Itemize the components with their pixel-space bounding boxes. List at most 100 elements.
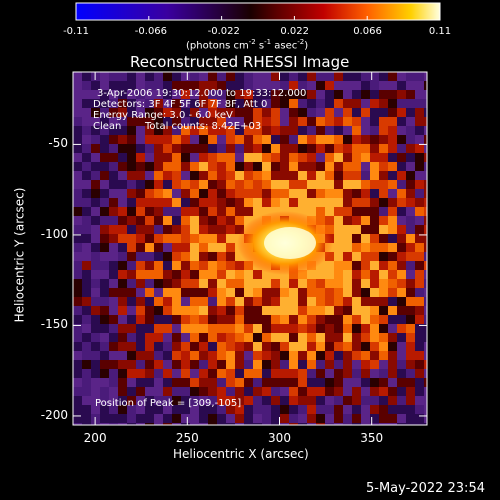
image-pixel [388, 270, 398, 280]
image-pixel [343, 288, 353, 298]
image-pixel [190, 315, 200, 325]
colorbar-tick-label: 0.11 [428, 26, 452, 37]
image-pixel [109, 243, 119, 253]
axis-ticks [73, 72, 427, 425]
image-pixel [379, 279, 389, 289]
image-pixel [406, 189, 416, 199]
image-pixel [424, 369, 427, 379]
image-pixel [334, 378, 344, 388]
image-pixel [334, 396, 344, 406]
image-pixel [415, 216, 425, 226]
colorbar-tick-label: -0.11 [63, 26, 89, 37]
image-pixel [82, 162, 92, 172]
image-pixel [208, 288, 218, 298]
image-pixel [82, 396, 92, 406]
image-pixel [280, 180, 290, 190]
image-pixel [361, 351, 371, 361]
image-pixel [226, 171, 236, 181]
image-pixel [82, 387, 92, 397]
image-pixel [163, 279, 173, 289]
image-pixel [397, 315, 407, 325]
image-pixel [118, 351, 128, 361]
image-pixel [100, 72, 110, 82]
image-pixel [100, 252, 110, 262]
colorbar-tick-label: -0.022 [207, 26, 240, 37]
image-pixel [352, 369, 362, 379]
image-pixel [118, 72, 128, 82]
image-pixel [262, 207, 272, 217]
image-pixel [154, 198, 164, 208]
image-pixel [406, 387, 416, 397]
image-pixel [370, 90, 380, 100]
image-pixel [370, 81, 380, 91]
image-pixel [343, 216, 353, 226]
image-pixel [361, 180, 371, 190]
image-pixel [145, 405, 155, 415]
image-pixel [298, 369, 308, 379]
image-pixel [298, 297, 308, 307]
image-pixel [271, 279, 281, 289]
image-pixel [172, 315, 182, 325]
image-pixel [163, 171, 173, 181]
image-pixel [253, 315, 263, 325]
image-pixel [397, 144, 407, 154]
image-pixel [343, 153, 353, 163]
image-pixel [235, 270, 245, 280]
image-pixel [406, 315, 416, 325]
image-pixel [352, 135, 362, 145]
image-pixel [280, 153, 290, 163]
image-pixel [307, 171, 317, 181]
y-tick-label: -50 [48, 136, 68, 151]
image-pixel [172, 135, 182, 145]
image-pixel [109, 126, 119, 136]
image-pixel [379, 252, 389, 262]
image-pixel [145, 207, 155, 217]
image-pixel [100, 279, 110, 289]
image-pixel [145, 297, 155, 307]
image-pixel [190, 333, 200, 343]
image-pixel [406, 252, 416, 262]
image-pixel [73, 243, 83, 253]
image-pixel [262, 324, 272, 334]
image-pixel [91, 207, 101, 217]
image-pixel [235, 126, 245, 136]
image-pixel [316, 315, 326, 325]
image-pixel [208, 414, 218, 424]
image-pixel [325, 315, 335, 325]
image-pixel [307, 144, 317, 154]
image-pixel [199, 261, 209, 271]
image-pixel [217, 306, 227, 316]
image-pixel [397, 351, 407, 361]
image-pixel [352, 171, 362, 181]
image-pixel [91, 315, 101, 325]
image-pixel [73, 333, 83, 343]
image-pixel [397, 189, 407, 199]
image-pixel [343, 189, 353, 199]
image-pixel [325, 144, 335, 154]
image-pixel [100, 333, 110, 343]
image-pixel [226, 198, 236, 208]
image-pixel [379, 369, 389, 379]
image-pixel [334, 243, 344, 253]
image-pixel [109, 351, 119, 361]
image-pixel [307, 297, 317, 307]
image-pixel [109, 324, 119, 334]
image-pixel [307, 423, 317, 425]
image-pixel [415, 171, 425, 181]
image-pixel [406, 342, 416, 352]
image-pixel [154, 306, 164, 316]
image-pixel [307, 414, 317, 424]
image-pixel [199, 288, 209, 298]
image-pixel [253, 72, 263, 82]
image-pixel [118, 306, 128, 316]
image-pixel [181, 414, 191, 424]
image-pixel [109, 90, 119, 100]
image-pixel [262, 126, 272, 136]
image-pixel [343, 387, 353, 397]
image-pixel [262, 351, 272, 361]
image-pixel [172, 207, 182, 217]
image-pixel [100, 99, 110, 109]
image-pixel [172, 414, 182, 424]
image-pixel [370, 387, 380, 397]
image-pixel [262, 315, 272, 325]
